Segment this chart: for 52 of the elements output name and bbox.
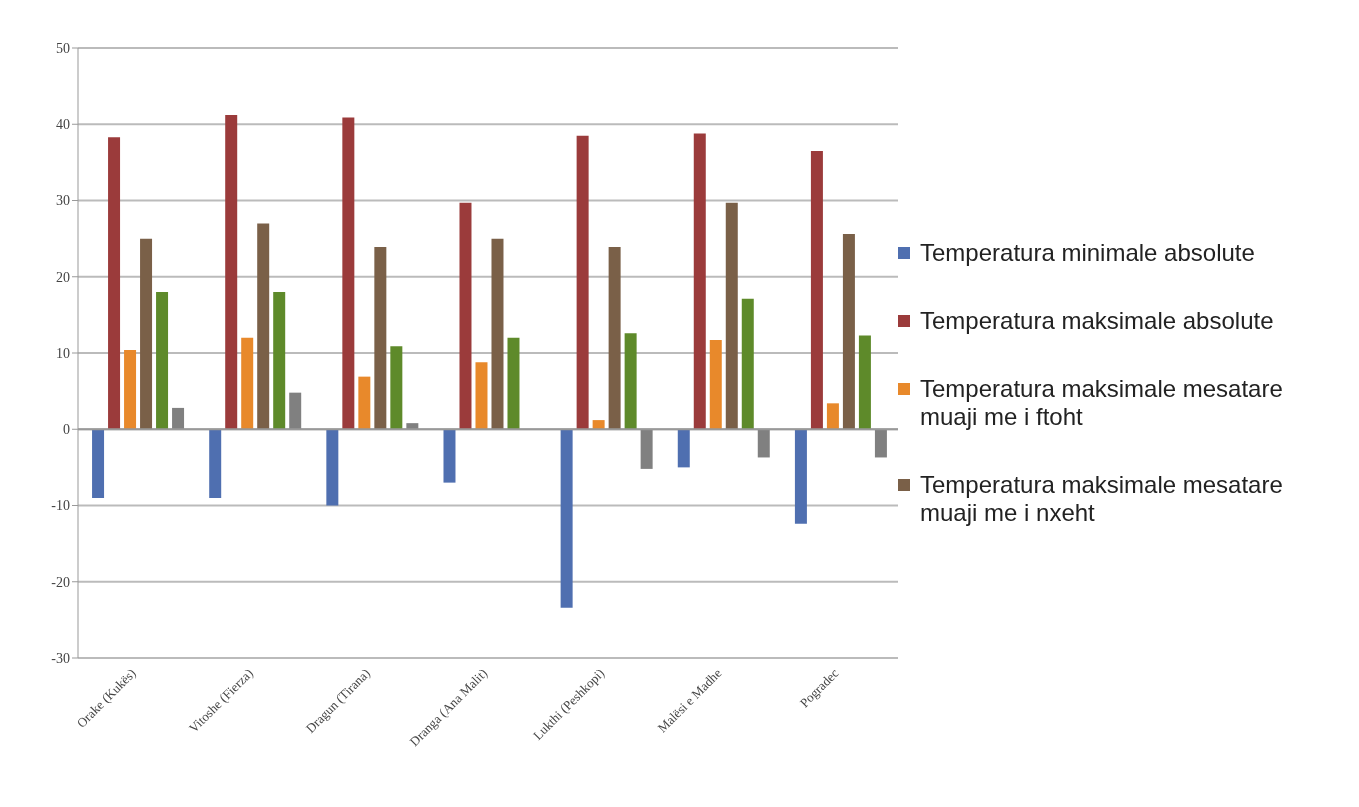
bar	[858, 335, 871, 430]
bar	[390, 346, 403, 430]
bar	[172, 407, 185, 430]
bar	[757, 429, 770, 458]
bar	[491, 238, 504, 430]
bar	[507, 337, 520, 430]
bar	[124, 349, 137, 430]
bar	[576, 135, 589, 430]
y-tick-label: -20	[51, 574, 70, 590]
bar	[342, 117, 355, 430]
bar	[374, 247, 387, 430]
y-tick-label: 0	[63, 422, 70, 438]
bar	[677, 429, 690, 468]
bar	[459, 202, 472, 430]
legend-label: Temperatura minimale absolute	[920, 239, 1255, 267]
bar	[257, 223, 270, 430]
y-tick-label: 20	[56, 269, 70, 285]
bar	[326, 429, 339, 506]
bar	[826, 403, 839, 430]
bar	[241, 337, 254, 430]
bar	[273, 292, 286, 430]
y-tick-label: -10	[51, 498, 70, 514]
bar	[209, 429, 222, 498]
bar	[741, 298, 754, 430]
bar	[842, 234, 855, 430]
bar	[560, 429, 573, 608]
bar	[874, 429, 887, 458]
bar	[794, 429, 807, 524]
bar	[810, 150, 823, 430]
bar	[725, 202, 738, 430]
bar	[289, 392, 302, 430]
bar	[140, 238, 153, 430]
legend-label: Temperatura maksimale mesatare muaji me i ftoht	[920, 375, 1284, 431]
bar	[156, 292, 169, 430]
bar	[709, 340, 722, 430]
legend-label: Temperatura maksimale mesatare muaji me i nxeht	[920, 471, 1284, 527]
y-tick-label: 30	[56, 193, 70, 209]
bar	[443, 429, 456, 483]
y-tick-label: -30	[51, 650, 70, 666]
bar	[608, 247, 621, 430]
bar	[225, 115, 238, 430]
y-tick-label: 40	[56, 117, 70, 133]
bar	[358, 376, 371, 430]
bar	[640, 429, 653, 469]
bar	[624, 333, 637, 430]
bar	[693, 133, 706, 430]
bar	[475, 362, 488, 430]
y-tick-label: 50	[56, 40, 70, 56]
legend-label: Temperatura maksimale absolute	[920, 307, 1274, 335]
bar	[108, 137, 121, 430]
y-tick-label: 10	[56, 345, 70, 361]
bar	[92, 429, 105, 498]
